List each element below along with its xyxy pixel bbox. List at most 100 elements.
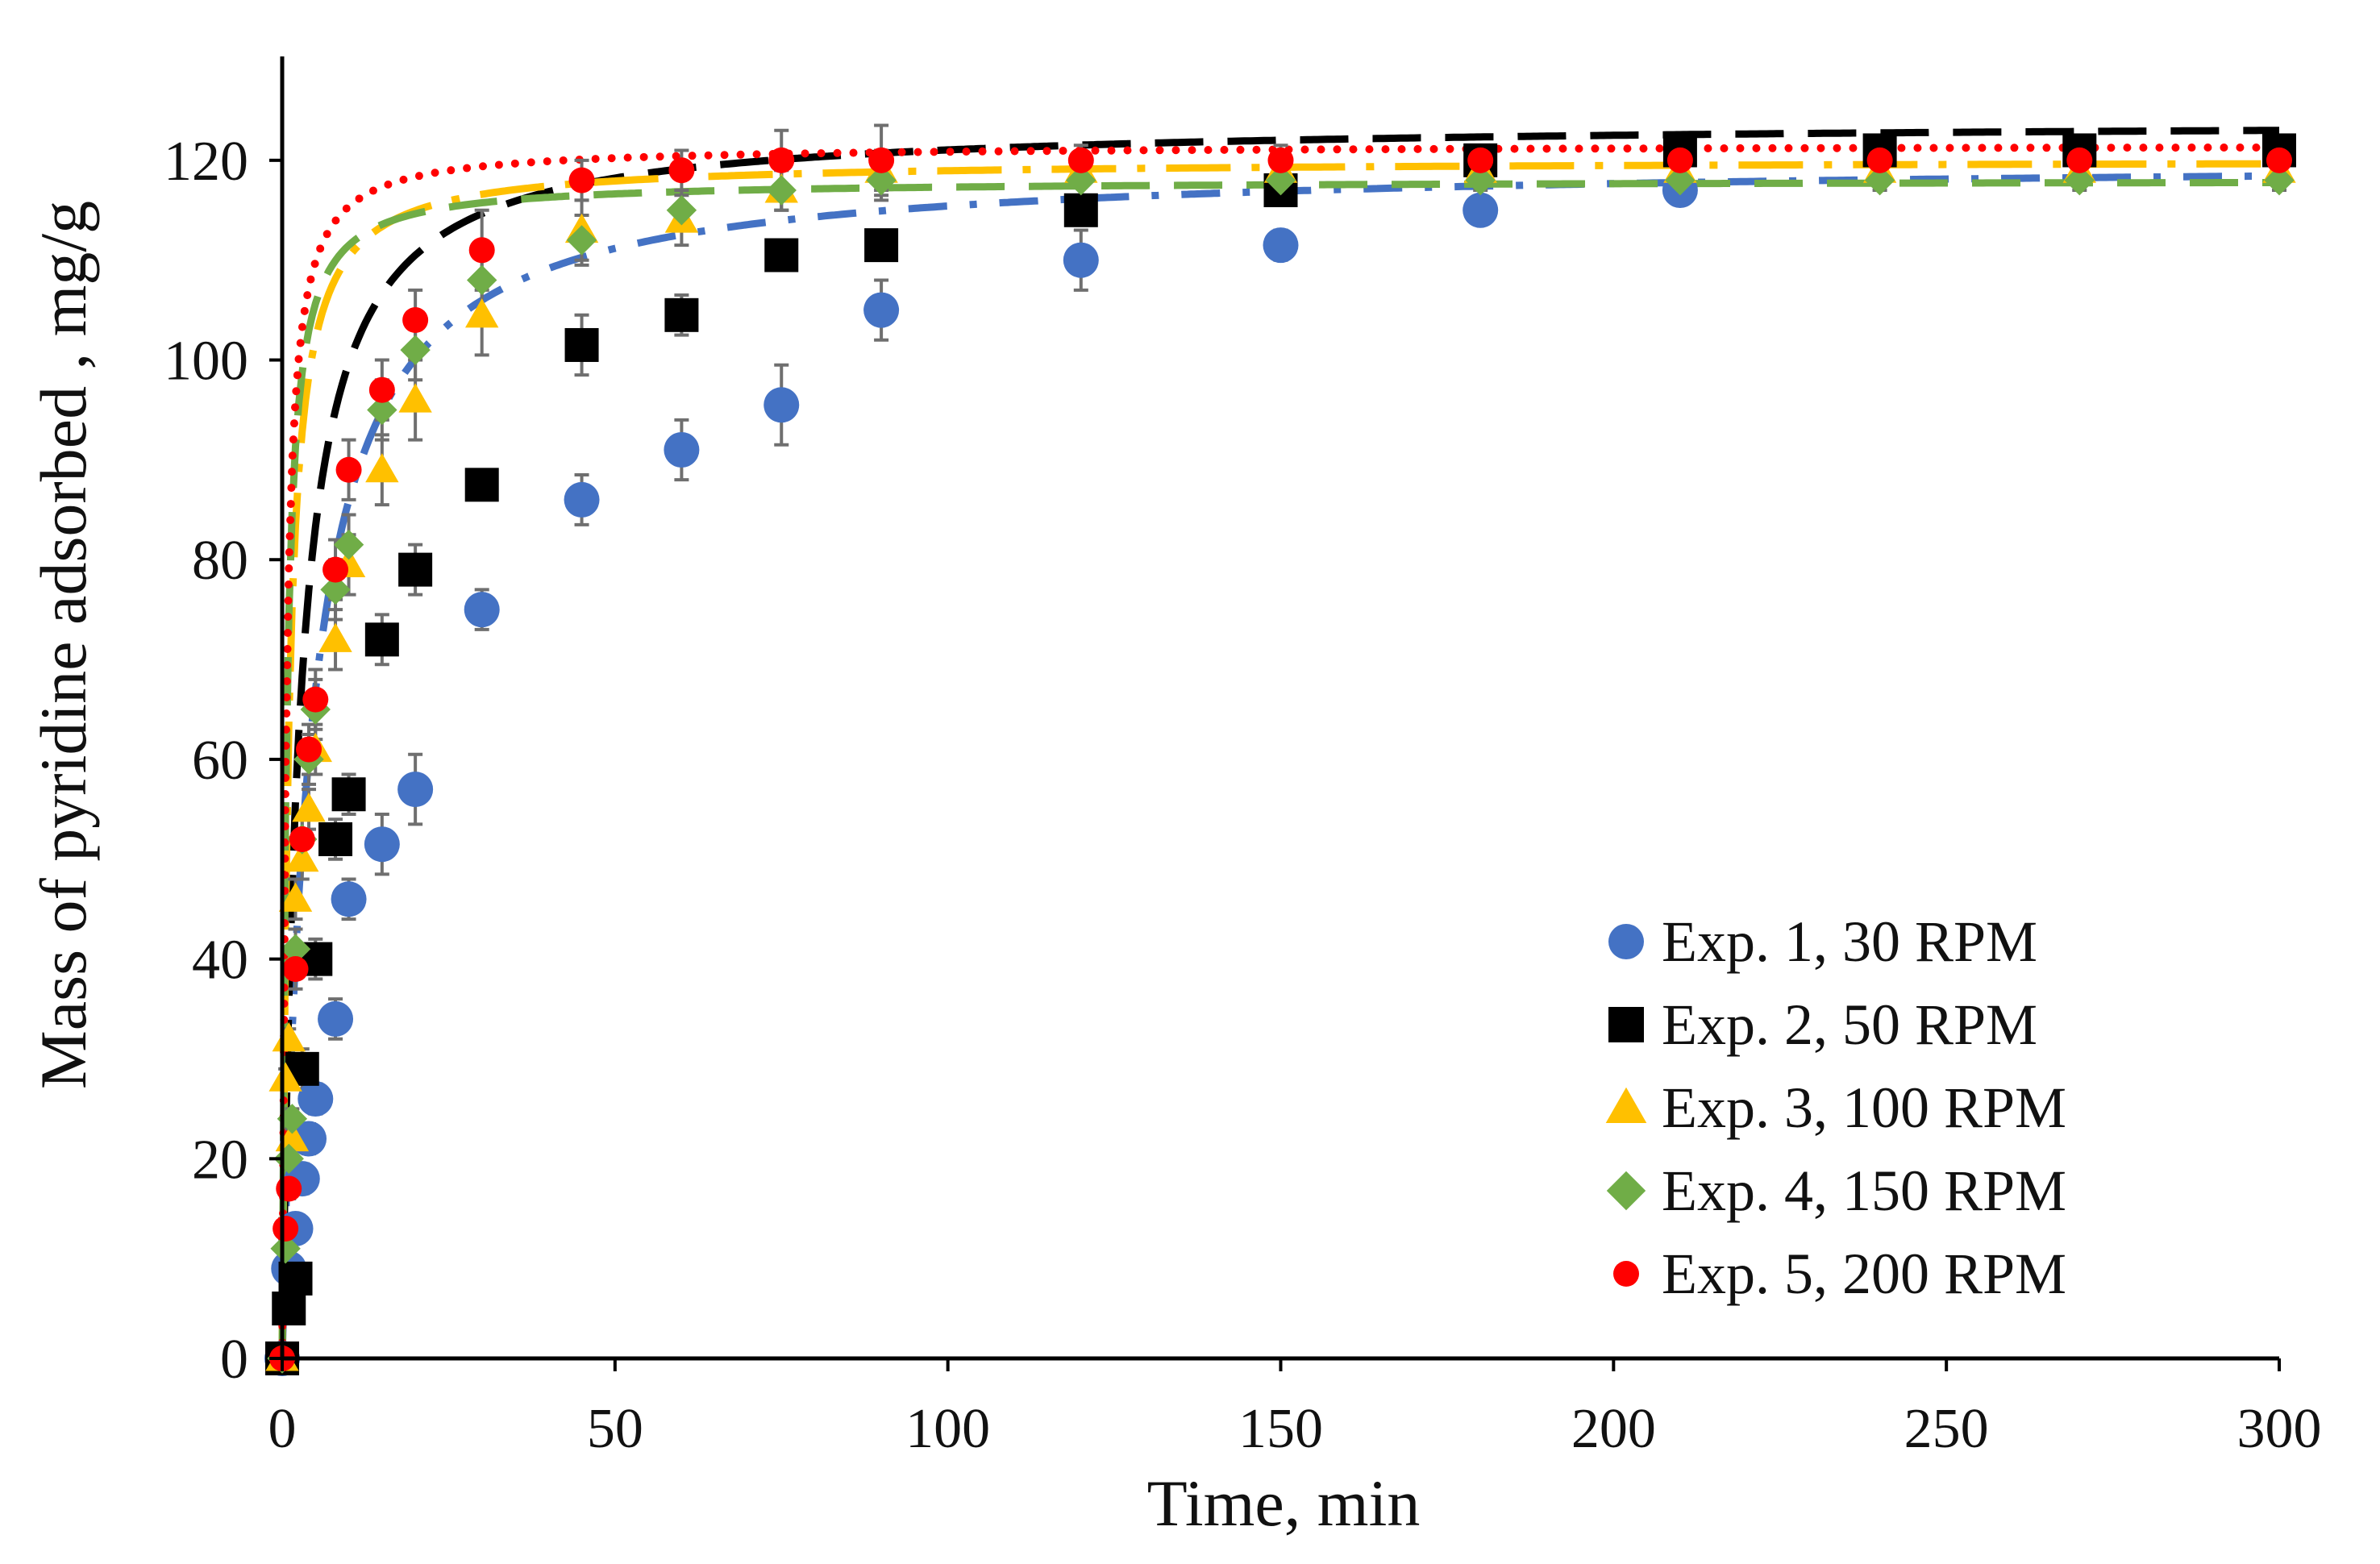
data-point [322, 556, 349, 583]
x-tick-label: 100 [905, 1398, 990, 1460]
data-point [468, 237, 495, 264]
legend-marker [1606, 1171, 1646, 1211]
data-point [1463, 192, 1499, 228]
data-point [398, 383, 432, 413]
data-point [318, 622, 352, 652]
data-point [268, 1062, 302, 1092]
legend: Exp. 1, 30 RPM Exp. 2, 50 RPM Exp. 3, 100 … [1605, 909, 2066, 1306]
data-point [318, 1000, 354, 1037]
data-point [864, 228, 899, 263]
data-point [368, 376, 395, 403]
data-point [318, 822, 353, 856]
data-point [465, 298, 499, 328]
data-point [1666, 147, 1693, 173]
y-tick-label: 120 [164, 131, 248, 193]
data-point [1066, 164, 1096, 196]
data-point [764, 387, 800, 423]
data-point [364, 826, 400, 863]
data-point [278, 882, 313, 912]
legend-label: Exp. 2, 50 RPM [1662, 992, 2037, 1057]
x-tick-label: 300 [2237, 1398, 2322, 1460]
fit-curve-exp-5 [278, 143, 2283, 1362]
data-point [2066, 147, 2093, 173]
data-point [280, 934, 311, 964]
data-point [668, 157, 695, 184]
data-point [564, 481, 600, 518]
axes [269, 56, 2281, 1371]
data-point [298, 1081, 334, 1117]
y-tick-label: 20 [192, 1129, 248, 1191]
data-point [467, 264, 497, 296]
data-point [397, 772, 434, 808]
y-tick-label: 40 [192, 930, 248, 992]
data-point [277, 1104, 308, 1134]
data-point [331, 881, 367, 917]
data-point [364, 622, 399, 657]
data-point [333, 529, 364, 560]
data-points [264, 133, 2296, 1376]
data-point [564, 327, 599, 362]
data-point [764, 238, 799, 272]
data-point [1067, 147, 1094, 173]
x-tick-label: 250 [1904, 1398, 1989, 1460]
data-point [302, 686, 329, 713]
data-point [1864, 164, 1895, 196]
data-point [464, 592, 500, 628]
data-point [272, 1292, 306, 1326]
x-tick-label: 0 [268, 1398, 297, 1460]
fit-curves [278, 127, 2283, 1362]
data-point [273, 1216, 299, 1242]
data-point [766, 175, 797, 206]
data-point [278, 1261, 313, 1296]
data-point [331, 777, 366, 812]
data-point [666, 195, 697, 226]
legend-label: Exp. 5, 200 RPM [1662, 1242, 2066, 1306]
data-point [868, 147, 895, 173]
data-point [1063, 193, 1098, 227]
data-point [320, 574, 351, 605]
data-point [2264, 164, 2295, 196]
data-point [768, 147, 795, 173]
data-point [276, 1175, 302, 1202]
data-point [335, 456, 362, 483]
data-point [1665, 164, 1696, 196]
legend-marker [1613, 1261, 1639, 1287]
legend-marker [1608, 1007, 1644, 1042]
data-point [367, 394, 397, 426]
y-tick-label: 80 [192, 530, 248, 592]
x-tick-label: 50 [587, 1398, 643, 1460]
legend-marker [1608, 924, 1644, 959]
y-tick-label: 0 [220, 1329, 248, 1391]
data-point [2266, 147, 2292, 173]
data-point [402, 307, 429, 333]
x-tick-label: 150 [1238, 1398, 1323, 1460]
data-point [1866, 147, 1893, 173]
x-tick-label: 200 [1571, 1398, 1656, 1460]
legend-label: Exp. 4, 150 RPM [1662, 1158, 2066, 1223]
data-point [863, 292, 900, 328]
data-point [270, 1233, 301, 1264]
data-point [568, 167, 595, 193]
data-point [1263, 227, 1299, 264]
data-point [398, 552, 433, 587]
data-point [1265, 164, 1296, 196]
y-tick-label: 60 [192, 730, 248, 792]
data-point [664, 297, 699, 332]
data-point [664, 432, 700, 468]
data-point [400, 335, 431, 365]
data-point [296, 736, 322, 763]
x-axis-label: Time, min [1147, 1466, 1421, 1540]
data-point [289, 826, 315, 852]
data-point [1063, 242, 1099, 278]
data-point [866, 164, 897, 196]
data-point [1467, 147, 1494, 173]
legend-marker [1605, 1087, 1647, 1123]
data-point [282, 956, 309, 982]
tick-labels: 0 20 40 60 80 100 120 0 50 100 150 200 250 300 [164, 131, 2322, 1460]
data-point [464, 468, 499, 502]
data-point [566, 225, 597, 256]
legend-label: Exp. 1, 30 RPM [1662, 909, 2037, 974]
y-tick-label: 100 [164, 331, 248, 393]
